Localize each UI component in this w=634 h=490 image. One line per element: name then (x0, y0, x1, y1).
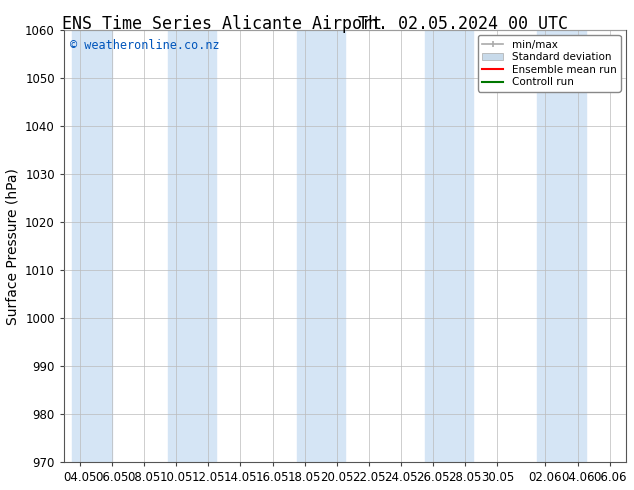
Text: Th. 02.05.2024 00 UTC: Th. 02.05.2024 00 UTC (358, 15, 568, 33)
Bar (425, 30, 473, 463)
Text: ENS Time Series Alicante Airport: ENS Time Series Alicante Airport (62, 15, 382, 33)
Bar (297, 30, 345, 463)
Bar (538, 30, 586, 463)
Legend: min/max, Standard deviation, Ensemble mean run, Controll run: min/max, Standard deviation, Ensemble me… (478, 35, 621, 92)
Bar (168, 30, 216, 463)
Y-axis label: Surface Pressure (hPa): Surface Pressure (hPa) (6, 168, 20, 325)
Bar (72, 30, 112, 463)
Text: © weatheronline.co.nz: © weatheronline.co.nz (70, 39, 219, 52)
